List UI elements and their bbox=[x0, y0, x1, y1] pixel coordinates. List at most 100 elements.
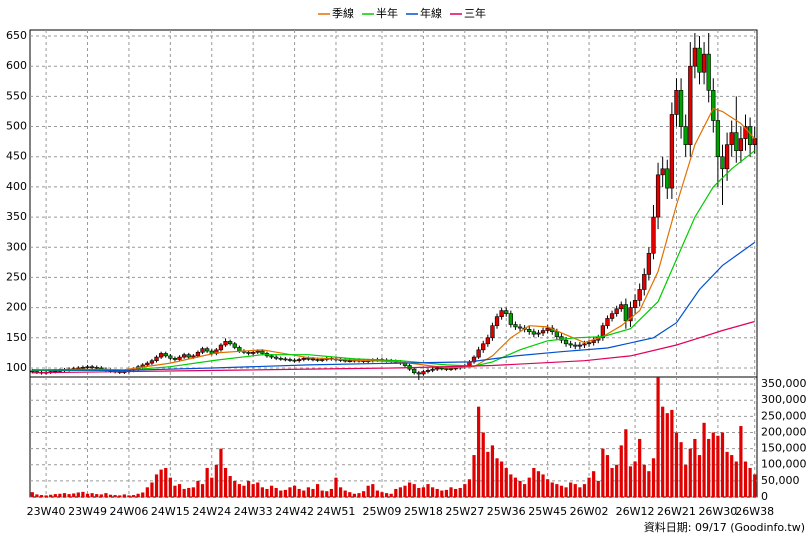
volume-bar bbox=[99, 494, 103, 497]
volume-bar bbox=[35, 494, 39, 497]
volume-bar bbox=[454, 488, 458, 497]
volume-bar bbox=[684, 464, 688, 497]
candle-body bbox=[89, 366, 95, 369]
candle-body bbox=[678, 90, 684, 127]
volume-bar bbox=[421, 487, 426, 497]
candle-body bbox=[559, 336, 564, 341]
candle-body bbox=[163, 353, 168, 357]
candle-body bbox=[697, 47, 702, 73]
volume-bar bbox=[265, 488, 269, 497]
volume-bar bbox=[435, 488, 439, 497]
volume-bar bbox=[582, 484, 587, 497]
volume-bar bbox=[191, 487, 195, 497]
volume-bar bbox=[389, 493, 393, 497]
candle-body bbox=[545, 327, 550, 331]
volume-bar bbox=[260, 487, 264, 497]
candle-body bbox=[683, 126, 688, 145]
candle-body bbox=[444, 368, 449, 370]
volume-bar bbox=[164, 467, 168, 497]
candle-body bbox=[665, 168, 670, 189]
ma-line bbox=[32, 107, 756, 371]
volume-bar bbox=[39, 495, 44, 497]
candle-body bbox=[430, 368, 435, 371]
candle-body bbox=[186, 354, 191, 358]
candle-body bbox=[255, 350, 260, 353]
candle-body bbox=[412, 368, 417, 374]
volume-bar bbox=[150, 482, 154, 497]
y-tick-label: 100 bbox=[6, 361, 27, 374]
candle-body bbox=[416, 372, 421, 375]
volume-bar bbox=[716, 435, 720, 497]
candle-body bbox=[315, 359, 320, 361]
volume-bar bbox=[237, 484, 241, 497]
candle-body bbox=[651, 216, 656, 254]
volume-bar bbox=[104, 493, 108, 497]
volume-bar bbox=[449, 487, 453, 497]
candle-body bbox=[738, 138, 744, 151]
x-tick-label: 26W30 bbox=[698, 505, 737, 518]
candle-body bbox=[504, 310, 509, 314]
candle-body bbox=[517, 326, 523, 329]
volume-bar bbox=[495, 458, 499, 497]
volume-bar bbox=[546, 479, 550, 497]
volume-bar bbox=[665, 413, 669, 497]
candle-body bbox=[278, 357, 283, 360]
candle-body bbox=[605, 318, 610, 327]
volume-bar bbox=[753, 474, 757, 497]
volume-bar bbox=[555, 484, 559, 497]
volume-bar bbox=[288, 487, 292, 497]
y-tick-label: 550 bbox=[6, 89, 27, 102]
volume-bar bbox=[375, 490, 380, 497]
candle-body bbox=[435, 367, 440, 370]
volume-bar bbox=[467, 479, 472, 497]
volume-bar bbox=[651, 458, 656, 497]
candle-body bbox=[182, 354, 187, 358]
candle-body bbox=[660, 168, 665, 176]
candle-body bbox=[251, 351, 256, 354]
volume-bar bbox=[693, 438, 697, 497]
volume-bar bbox=[472, 455, 476, 497]
volume-bar bbox=[656, 377, 660, 497]
volume-bar bbox=[242, 485, 246, 497]
legend-label: 半年 bbox=[376, 6, 398, 20]
candle-body bbox=[439, 367, 444, 370]
candle-body bbox=[218, 344, 224, 351]
candle-body bbox=[655, 174, 661, 218]
ma-line bbox=[32, 320, 755, 374]
volume-bar bbox=[131, 495, 136, 497]
volume-bar bbox=[523, 484, 527, 497]
candle-body bbox=[232, 343, 237, 348]
candle-body bbox=[158, 353, 164, 358]
x-tick-label: 23W40 bbox=[27, 505, 66, 518]
candle-body bbox=[573, 344, 578, 347]
volume-bar bbox=[748, 467, 752, 497]
volume-bar bbox=[509, 474, 513, 497]
ma-line bbox=[32, 150, 756, 371]
volume-bar bbox=[311, 488, 315, 497]
y-tick-label: 150 bbox=[6, 331, 27, 344]
volume-bar bbox=[638, 438, 642, 497]
volume-bar bbox=[279, 490, 283, 497]
candle-body bbox=[720, 156, 725, 170]
volume-bar bbox=[730, 455, 734, 497]
candle-body bbox=[582, 343, 587, 346]
candle-body bbox=[223, 341, 228, 346]
volume-bar bbox=[30, 492, 34, 497]
volume-bar bbox=[380, 492, 384, 497]
volume-bar bbox=[707, 438, 711, 497]
candle-body bbox=[310, 358, 316, 361]
x-tick-label: 26W21 bbox=[657, 505, 696, 518]
candle-body bbox=[485, 337, 490, 345]
volume-bar bbox=[739, 426, 743, 497]
volume-bar bbox=[633, 461, 637, 497]
candle-body bbox=[177, 356, 182, 360]
volume-bar bbox=[352, 493, 356, 497]
volume-bar bbox=[62, 493, 67, 497]
candle-body bbox=[228, 341, 233, 345]
volume-bar bbox=[141, 492, 145, 497]
volume-bar bbox=[371, 484, 375, 497]
volume-bar bbox=[532, 467, 536, 497]
candle-body bbox=[614, 308, 619, 314]
volume-bar bbox=[734, 461, 738, 497]
volume-bar bbox=[90, 493, 94, 497]
